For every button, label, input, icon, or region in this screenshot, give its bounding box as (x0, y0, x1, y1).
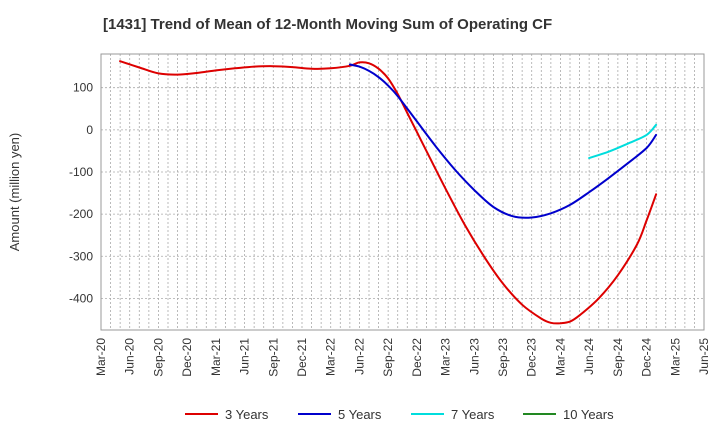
x-tick-label: Sep-21 (266, 338, 280, 377)
x-tick-label: Dec-24 (640, 338, 654, 377)
y-axis-ticks: 100 0 -100 -200 -300 -400 (69, 81, 93, 306)
x-tick-label: Mar-24 (553, 338, 567, 376)
plot-frame (100, 53, 705, 331)
series-line-5-years (348, 63, 658, 219)
legend-label-3-years: 3 Years (225, 407, 269, 422)
x-tick-label: Dec-22 (410, 338, 424, 377)
x-tick-label: Sep-20 (151, 338, 165, 377)
grid-layer (101, 54, 704, 330)
x-tick-label: Dec-20 (180, 338, 194, 377)
y-axis-label: Amount (million yen) (7, 133, 22, 252)
legend-label-10-years: 10 Years (563, 407, 614, 422)
series-line-7-years (588, 123, 658, 160)
x-tick-label: Dec-21 (295, 338, 309, 377)
x-tick-label: Sep-22 (381, 338, 395, 377)
series-layer (119, 60, 658, 325)
legend-label-7-years: 7 Years (451, 407, 495, 422)
y-tick-label: -400 (69, 291, 93, 305)
chart-title: [1431] Trend of Mean of 12-Month Moving … (103, 16, 552, 33)
y-tick-label: 0 (86, 123, 93, 137)
y-tick-label: 100 (73, 81, 93, 95)
x-tick-label: Mar-22 (324, 338, 338, 376)
legend-label-5-years: 5 Years (338, 407, 382, 422)
legend: 3 Years 5 Years 7 Years 10 Years (185, 407, 614, 422)
x-tick-label: Mar-25 (668, 338, 682, 376)
x-axis-ticks: Mar-20 Jun-20 Sep-20 Dec-20 Mar-21 Jun-21 Sep-… (94, 338, 711, 377)
x-tick-label: Mar-20 (94, 338, 108, 376)
series-line-3-years (119, 60, 658, 325)
x-tick-label: Mar-21 (209, 338, 223, 376)
x-tick-label: Jun-21 (238, 338, 252, 375)
x-tick-label: Jun-25 (697, 338, 711, 375)
y-tick-label: -100 (69, 165, 93, 179)
y-tick-label: -200 (69, 207, 93, 221)
x-tick-label: Jun-22 (352, 338, 366, 375)
x-tick-label: Sep-23 (496, 338, 510, 377)
x-tick-label: Jun-23 (467, 338, 481, 375)
x-tick-label: Dec-23 (525, 338, 539, 377)
x-tick-label: Jun-20 (123, 338, 137, 375)
x-tick-label: Sep-24 (611, 338, 625, 377)
x-tick-label: Mar-23 (439, 338, 453, 376)
x-tick-label: Jun-24 (582, 338, 596, 375)
y-tick-label: -300 (69, 249, 93, 263)
